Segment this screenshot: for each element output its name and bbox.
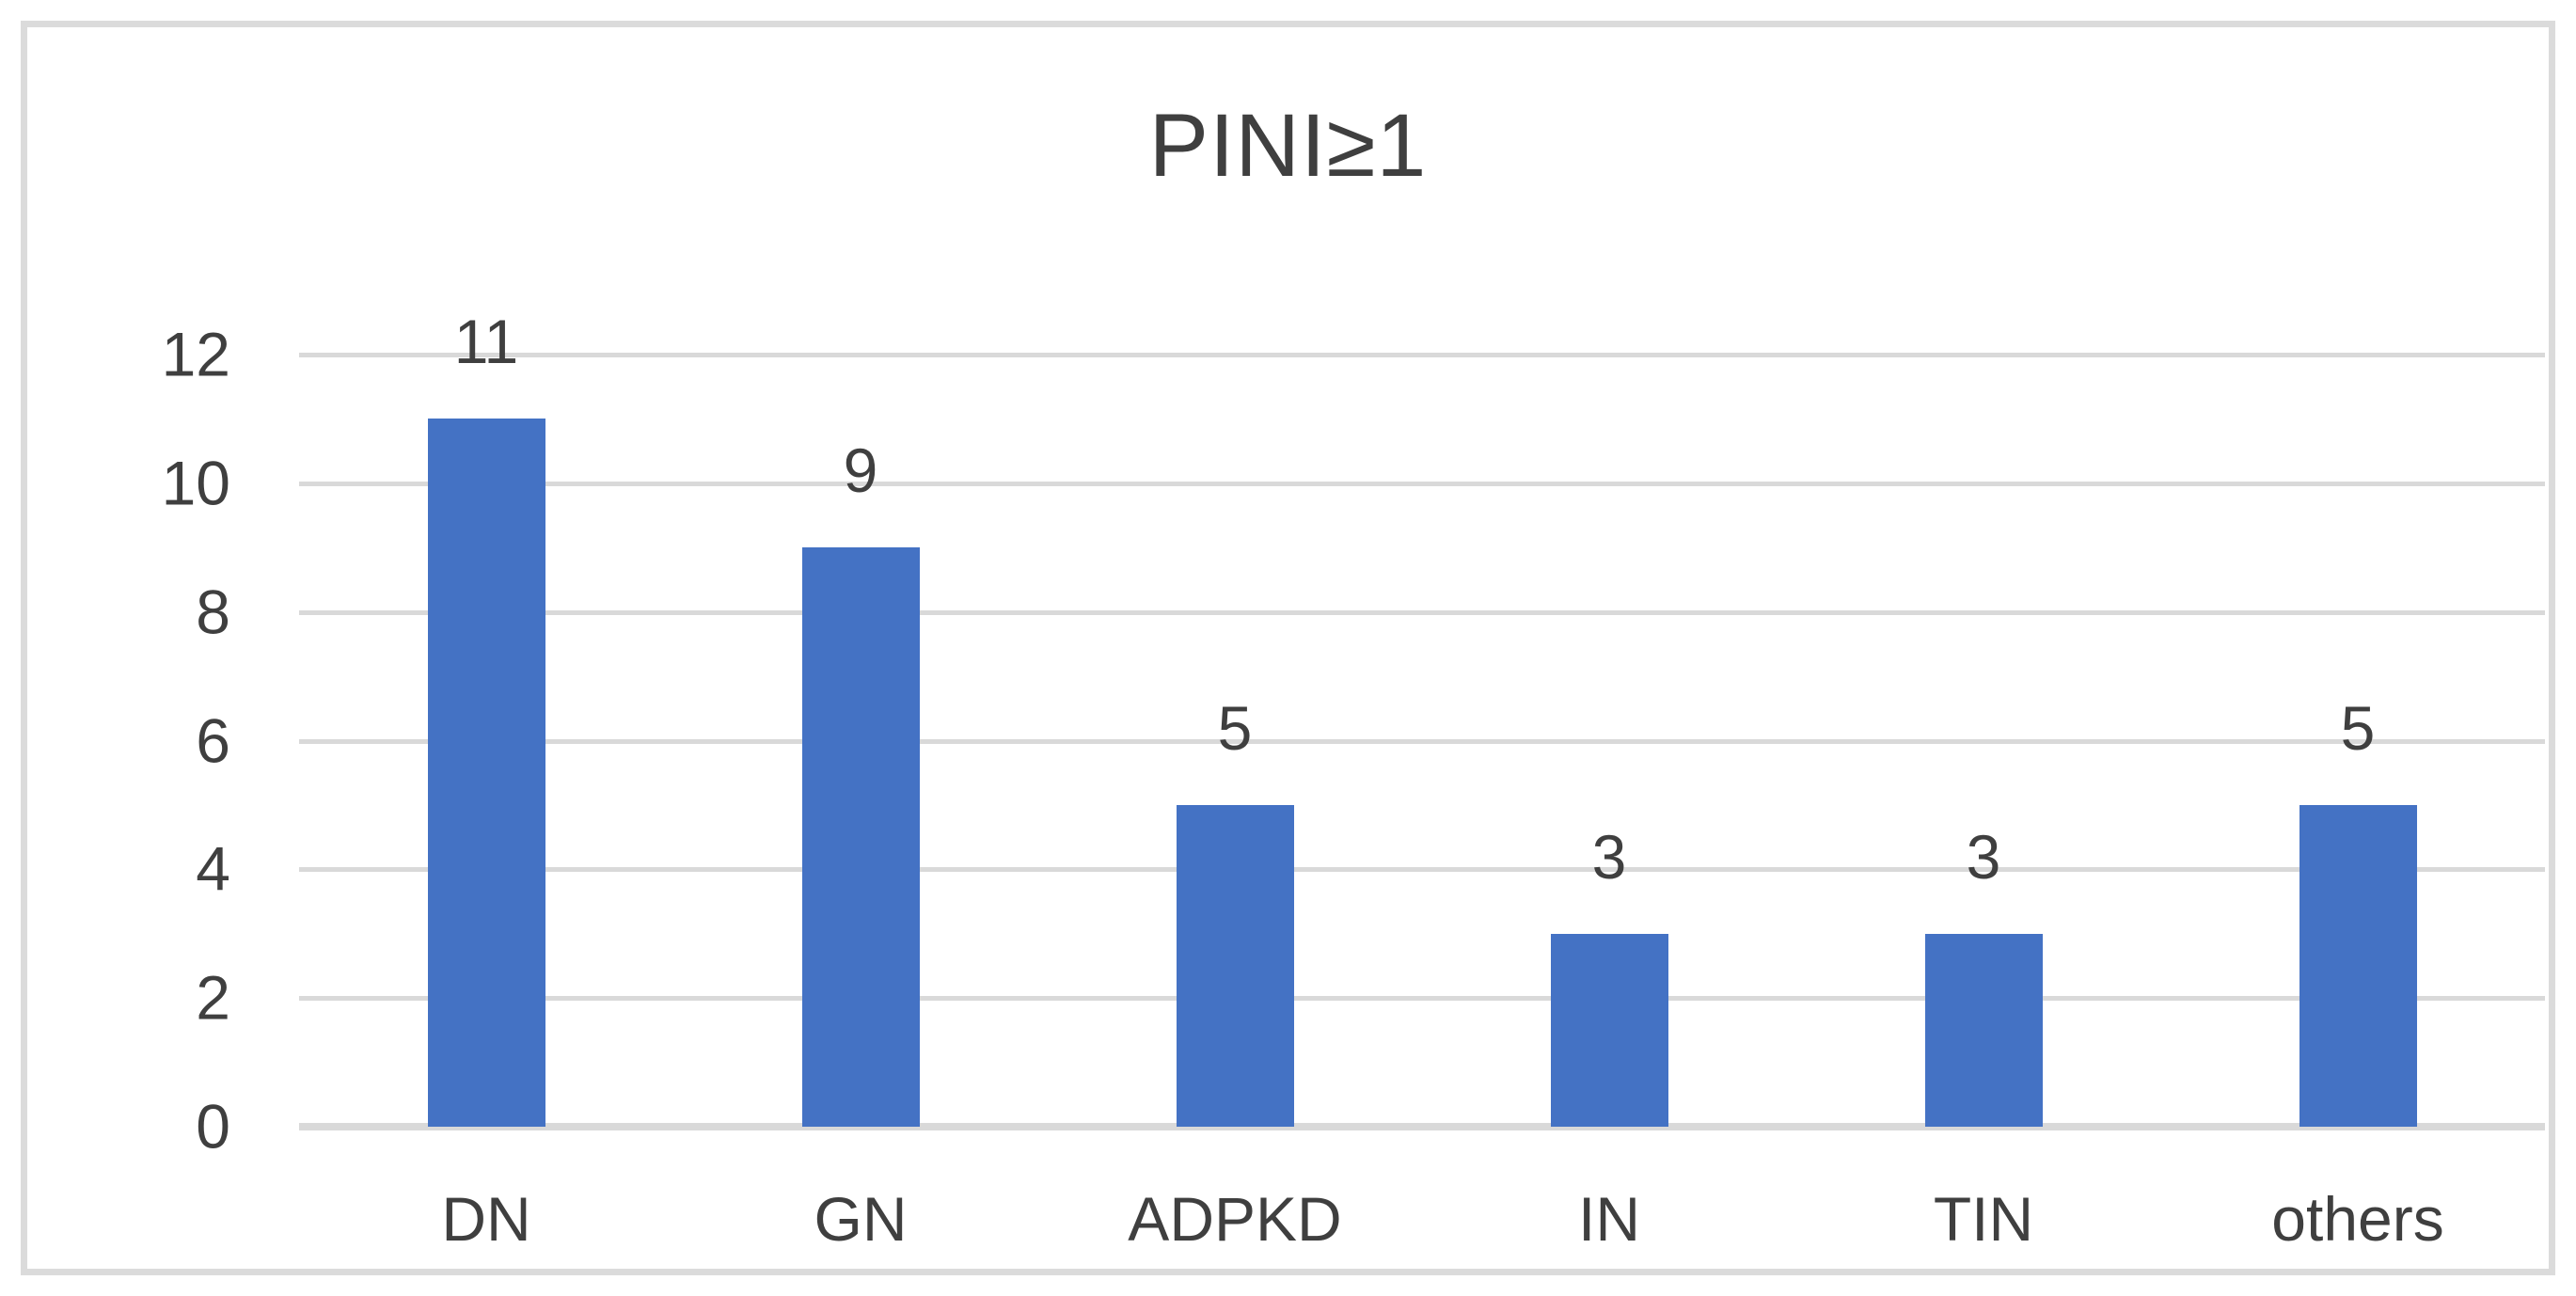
y-tick-label: 2	[196, 962, 230, 1033]
bar	[1551, 934, 1668, 1127]
bar	[802, 547, 920, 1127]
x-category-label: DN	[441, 1184, 531, 1254]
gridline	[299, 482, 2545, 486]
y-tick-label: 0	[196, 1091, 230, 1162]
gridline	[299, 353, 2545, 357]
bar	[1177, 805, 1294, 1127]
x-category-label: ADPKD	[1128, 1184, 1342, 1254]
bar-value-label: 3	[1591, 822, 1627, 892]
y-tick-label: 4	[196, 833, 230, 904]
y-tick-label: 6	[196, 705, 230, 776]
gridline	[299, 867, 2545, 872]
x-category-label: TIN	[1933, 1184, 2034, 1254]
y-tick-label: 12	[161, 319, 230, 389]
gridline	[299, 739, 2545, 744]
bar-value-label: 11	[453, 307, 519, 376]
bar-value-label: 5	[2340, 693, 2376, 763]
y-tick-label: 10	[161, 448, 230, 518]
x-category-label: IN	[1578, 1184, 1640, 1254]
x-axis-line	[299, 1123, 2545, 1130]
gridline	[299, 996, 2545, 1001]
bar	[1925, 934, 2043, 1127]
bar-value-label: 5	[1217, 693, 1253, 763]
bar	[2299, 805, 2417, 1127]
x-category-label: GN	[814, 1184, 908, 1254]
chart-title: PINI≥1	[1148, 96, 1428, 196]
y-tick-label: 8	[196, 577, 230, 647]
x-category-label: others	[2271, 1184, 2444, 1254]
bar-value-label: 3	[1966, 822, 2001, 892]
bar-value-label: 9	[843, 435, 878, 505]
bar	[428, 419, 545, 1127]
gridline	[299, 610, 2545, 615]
